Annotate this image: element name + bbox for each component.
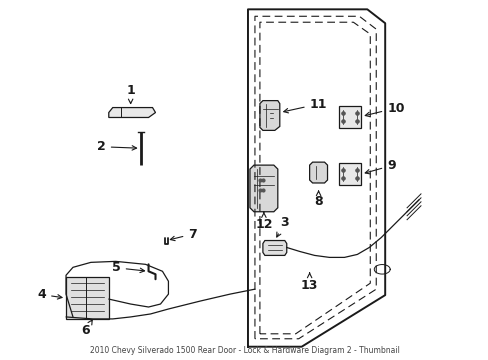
Text: 2010 Chevy Silverado 1500 Rear Door - Lock & Hardware Diagram 2 - Thumbnail: 2010 Chevy Silverado 1500 Rear Door - Lo…: [89, 346, 399, 355]
Text: 10: 10: [365, 102, 404, 117]
Polygon shape: [263, 240, 286, 255]
Text: 12: 12: [255, 212, 272, 231]
Text: 9: 9: [365, 159, 395, 174]
Text: 7: 7: [170, 228, 197, 240]
Polygon shape: [309, 162, 327, 183]
Polygon shape: [339, 105, 361, 129]
Text: 5: 5: [112, 261, 144, 274]
Text: 1: 1: [126, 84, 135, 104]
Polygon shape: [339, 163, 361, 185]
Text: 3: 3: [276, 216, 288, 237]
Polygon shape: [260, 100, 279, 130]
Polygon shape: [249, 165, 277, 212]
Polygon shape: [108, 108, 155, 117]
Text: 8: 8: [314, 191, 322, 208]
Polygon shape: [66, 277, 108, 319]
Text: 13: 13: [300, 273, 318, 292]
Text: 6: 6: [81, 320, 92, 337]
Text: 2: 2: [97, 140, 136, 153]
Text: 4: 4: [37, 288, 62, 301]
Text: 11: 11: [283, 98, 326, 113]
